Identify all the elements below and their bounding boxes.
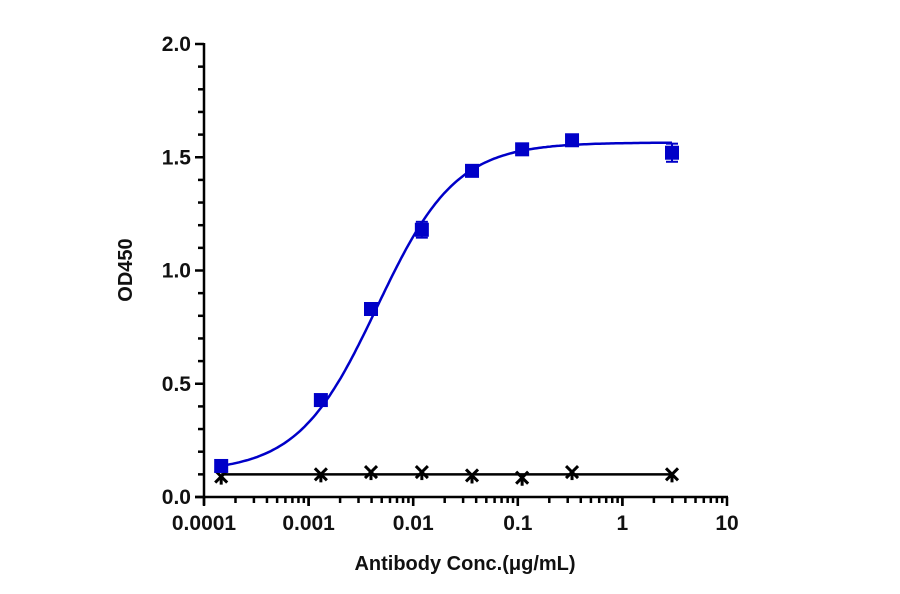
x-tick-labels: 0.0001 0.001 0.01 0.1 1 10 — [172, 512, 739, 535]
y-axis — [195, 42, 206, 505]
y-tick-label: 2.0 — [162, 33, 191, 56]
x-tick-label: 0.0001 — [172, 512, 237, 535]
x-axis — [195, 495, 729, 506]
data-point — [414, 222, 429, 237]
y-tick-label: 0.5 — [162, 373, 192, 396]
y-tick-label: 1.0 — [162, 260, 191, 283]
square-marker-icon — [414, 220, 429, 239]
x-marker-icon — [363, 465, 379, 481]
antibody-series — [214, 133, 680, 473]
square-marker-icon — [465, 163, 480, 178]
x-tick-label: 0.01 — [393, 512, 434, 535]
y-tick-label: 1.5 — [162, 146, 192, 169]
square-marker-icon — [515, 142, 530, 157]
y-tick-labels: 0.0 0.5 1.0 1.5 2.0 — [162, 33, 192, 509]
x-tick-label: 0.1 — [503, 512, 533, 535]
x-marker-icon — [313, 467, 328, 483]
x-marker-icon — [464, 468, 480, 484]
x-marker-icon — [414, 465, 429, 481]
data-point — [364, 302, 379, 317]
square-marker-icon — [364, 302, 379, 317]
data-point — [313, 393, 328, 408]
x-tick-label: 0.001 — [282, 512, 335, 535]
control-series — [214, 465, 680, 486]
data-point — [515, 142, 530, 157]
data-point — [214, 458, 229, 473]
square-marker-icon — [313, 393, 328, 408]
square-marker-icon — [565, 133, 580, 148]
square-marker-icon — [214, 458, 229, 473]
x-tick-label: 1 — [617, 512, 629, 535]
data-point — [565, 133, 580, 148]
antibody-fit-curve — [221, 141, 672, 468]
x-marker-icon — [515, 470, 530, 486]
x-marker-icon — [664, 467, 680, 483]
x-tick-label: 10 — [715, 512, 738, 535]
square-marker-icon — [665, 142, 680, 163]
data-point — [465, 163, 480, 178]
x-axis-title: Antibody Conc.(μg/mL) — [354, 553, 575, 575]
y-tick-label: 0.0 — [162, 486, 191, 509]
data-point — [665, 145, 680, 160]
x-marker-icon — [564, 465, 580, 481]
y-axis-title: OD450 — [115, 238, 137, 301]
